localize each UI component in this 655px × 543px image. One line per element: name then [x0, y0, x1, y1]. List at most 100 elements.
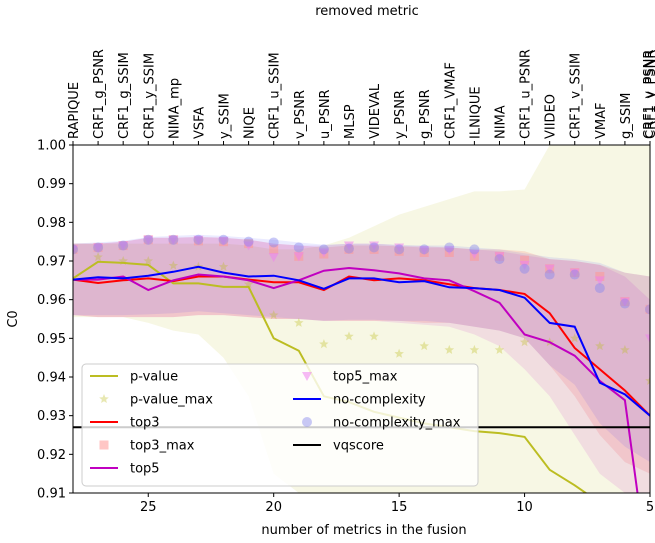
y-tick-label: 0.95: [37, 332, 66, 347]
point-top5_max: [293, 252, 304, 262]
legend-label: top3_max: [130, 439, 195, 454]
x-axis-label: number of metrics in the fusion: [261, 523, 466, 538]
legend-item-top5_max: top5_max: [302, 370, 398, 385]
point-p-value_max: [168, 260, 179, 270]
point-top5_max: [544, 264, 555, 274]
y-tick-label: 1.00: [37, 139, 66, 154]
point-top5_max: [93, 243, 104, 253]
point-no-complexity_max: [419, 244, 430, 255]
point-top5_max: [143, 235, 154, 245]
series-no-complexity: [73, 265, 650, 417]
y-tick-label: 0.93: [37, 409, 66, 424]
y-tick-label: 0.99: [37, 177, 66, 192]
top-tick-label: CRF1_u_PSNR: [519, 49, 534, 139]
point-no-complexity_max: [93, 242, 104, 253]
point-top5_max: [394, 243, 405, 253]
point-top3_max: [520, 255, 530, 265]
top-tick-label: y_PSNR: [393, 90, 408, 139]
plot-frame: [72, 144, 651, 494]
legend-item-top5: top5: [90, 462, 160, 477]
top-tick-label: VMAF: [594, 103, 609, 139]
legend-label: vqscore: [333, 439, 384, 454]
legend-label: no-complexity: [333, 393, 426, 408]
legend-item-no-complexity: no-complexity: [293, 393, 426, 408]
y-axis-label: C0: [6, 310, 21, 327]
legend-label: top5: [130, 462, 160, 477]
x-tick-label: 20: [265, 500, 282, 515]
point-no-complexity_max: [118, 240, 129, 251]
point-no-complexity_max: [318, 244, 329, 255]
point-top3_max: [269, 244, 279, 254]
point-no-complexity_max: [444, 242, 455, 253]
x-tick-label: 5: [646, 500, 654, 515]
point-top5_max: [619, 297, 630, 307]
y-tick-label: 0.97: [37, 255, 66, 270]
top-tick-label: CRF1_y_SSIM: [142, 53, 157, 139]
top-tick-label: g_SSIM: [619, 93, 634, 139]
point-top5_max: [268, 253, 279, 263]
point-no-complexity_max: [594, 283, 605, 294]
top-tick-label: CRF1_g_PSNR: [92, 49, 107, 139]
point-p-value_max: [595, 341, 605, 351]
point-p-value_max: [319, 339, 329, 349]
point-no-complexity_max: [369, 242, 380, 253]
point-p-value_max: [93, 252, 103, 262]
top-tick-label: CRF1_VMAF: [443, 62, 458, 139]
point-no-complexity_max: [619, 298, 630, 309]
point-no-complexity_max: [168, 234, 179, 245]
legend-item-top3: top3: [90, 416, 160, 431]
top-tick-label: NIMA_mp: [167, 78, 182, 139]
band-top5: [73, 237, 650, 493]
legend-item-top3_max: top3_max: [99, 439, 195, 454]
y-tick-label: 0.96: [37, 293, 66, 308]
legend-swatch: [99, 440, 109, 450]
legend-swatch: [302, 372, 312, 381]
point-top5_max: [645, 334, 650, 344]
point-no-complexity_max: [645, 304, 650, 315]
point-p-value_max: [344, 331, 354, 341]
top-tick-label: MLSP: [343, 104, 358, 139]
point-top5_max: [444, 246, 455, 256]
point-no-complexity_max: [469, 244, 480, 255]
legend-swatch: [302, 417, 312, 427]
legend-label: no-complexity_max: [333, 416, 461, 431]
point-p-value_max: [394, 348, 404, 358]
top-tick-label: CRF1_v_SSIM: [569, 53, 584, 139]
top-tick-label: CRF1_y_PSNR: [644, 50, 655, 139]
point-no-complexity_max: [494, 254, 505, 265]
x-tick-label: 10: [516, 500, 533, 515]
legend: p-value p-value_max top3 top3_max top5 top5_m…: [81, 363, 479, 487]
top-tick-label: NIMA: [494, 105, 509, 139]
point-top5_max: [243, 241, 254, 251]
point-top5_max: [168, 235, 179, 245]
top-tick-label: y_SSIM: [218, 93, 233, 139]
point-top5_max: [594, 276, 605, 286]
legend-label: p-value_max: [130, 393, 213, 408]
top-tick-label: g_PSNR: [418, 89, 433, 139]
legend-box: [81, 363, 479, 487]
top-tick-label: VIIDEO: [544, 94, 559, 139]
legend-item-no-complexity_max: no-complexity_max: [302, 416, 461, 431]
point-top5_max: [419, 246, 430, 256]
point-no-complexity_max: [343, 243, 354, 254]
y-tick-label: 0.94: [37, 371, 66, 386]
point-top5_max: [494, 252, 505, 262]
point-p-value_max: [143, 256, 153, 265]
point-top5_max: [218, 236, 229, 246]
top-tick-label: v_PSNR: [293, 90, 308, 139]
point-top5_max: [343, 241, 354, 251]
point-p-value_max: [218, 261, 229, 271]
x-tick-label: 15: [391, 500, 408, 515]
point-top5_max: [369, 241, 380, 251]
point-p-value_max: [294, 317, 304, 327]
point-p-value_max: [620, 344, 630, 354]
top-tick-labels: RAPIQUE CRF1_g_PSNR CRF1_g_SSIM CRF1_y_SSIM…: [67, 49, 655, 145]
y-tick-label: 0.98: [37, 216, 66, 231]
legend-label: p-value: [130, 370, 178, 385]
axes: 25 20 15 10 5 0.91 0.92 0.93 0.94 0.95 0.96 0.97 0.9…: [37, 139, 654, 516]
legend-item-vqscore: vqscore: [293, 439, 384, 454]
point-p-value_max: [369, 331, 379, 341]
point-p-value_max: [444, 344, 455, 354]
legend-label: top5_max: [333, 370, 398, 385]
y-tick-label: 0.92: [37, 448, 66, 463]
